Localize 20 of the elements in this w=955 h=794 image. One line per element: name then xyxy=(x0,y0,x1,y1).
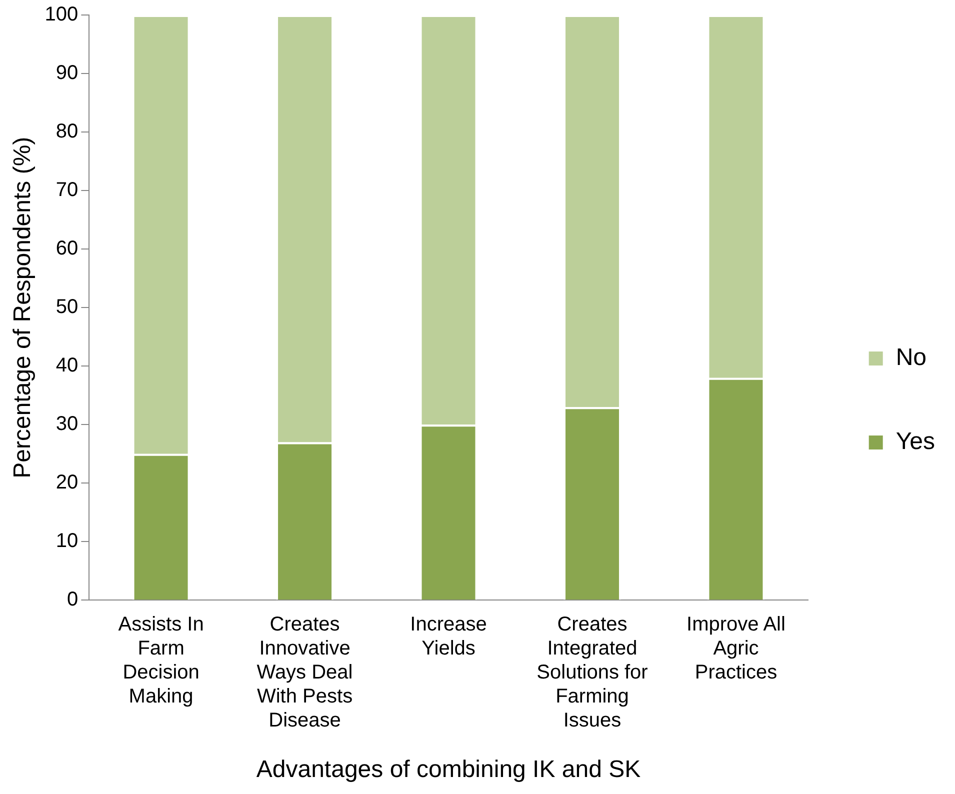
x-axis-title: Advantages of combining IK and SK xyxy=(256,756,641,784)
x-tick-label: Creates Integrated Solutions for Farming Issues xyxy=(536,614,648,732)
y-tick-label: 30 xyxy=(56,413,78,436)
x-tick-label: Improve All Agric Practices xyxy=(686,614,786,684)
x-tick-label: Increase Yields xyxy=(410,614,487,660)
y-tick-label: 70 xyxy=(56,179,78,202)
x-tick-label: Creates Innovative Ways Deal With Pests Disease xyxy=(256,614,353,732)
y-tick-label: 40 xyxy=(56,354,78,377)
x-tick-label: Assists In Farm Decision Making xyxy=(118,614,204,708)
y-axis-title: Percentage of Respondents (%) xyxy=(9,136,36,478)
y-tick-label: 0 xyxy=(67,588,78,611)
y-tick-label: 100 xyxy=(44,4,78,26)
y-tick-label: 90 xyxy=(56,62,78,84)
legend-label: Yes xyxy=(896,428,936,456)
y-tick-label: 50 xyxy=(56,296,78,318)
y-tick-label: 10 xyxy=(56,530,78,552)
y-tick-label: 20 xyxy=(56,472,78,494)
y-tick-label: 80 xyxy=(56,120,78,143)
legend-label: No xyxy=(896,344,927,372)
y-tick-label: 60 xyxy=(56,238,78,260)
